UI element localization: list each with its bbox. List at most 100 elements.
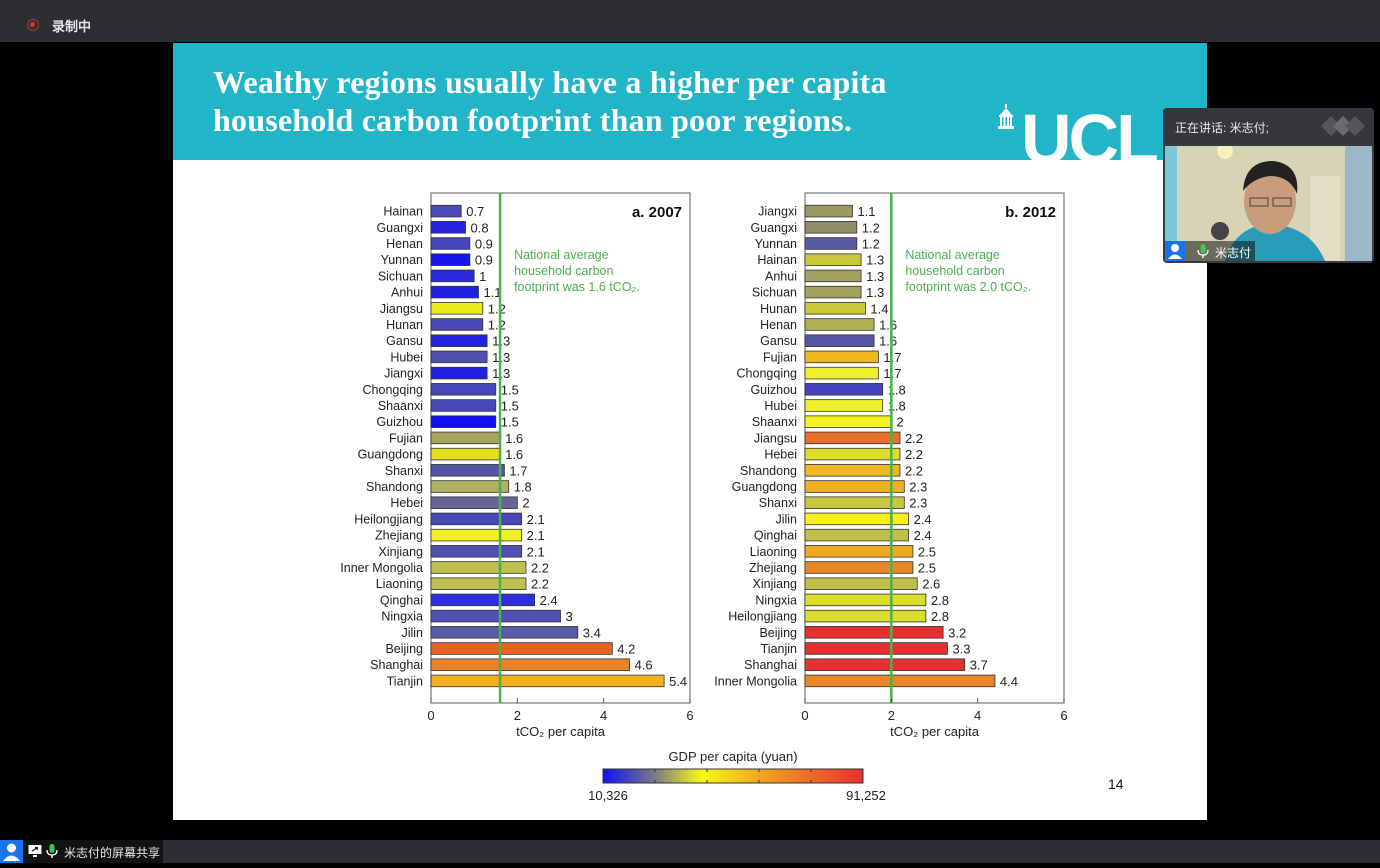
recording-label: 录制中 [52, 19, 92, 34]
bar [430, 609, 561, 623]
x-axis-label: tCO₂ per capita [890, 724, 980, 739]
participant-name: 米志付 [1215, 246, 1252, 260]
data-label: 1.8 [514, 480, 532, 495]
category-label: Shanxi [385, 464, 423, 478]
data-label: 1.5 [501, 415, 519, 430]
data-label: 2.5 [918, 544, 936, 559]
data-label: 2.2 [531, 577, 549, 592]
x-tick-label: 0 [801, 708, 808, 723]
data-label: 4.2 [617, 642, 635, 657]
bar [804, 221, 858, 234]
bar [430, 642, 613, 655]
chart-title: b. 2012 [1005, 204, 1056, 221]
slide-title-line2: household carbon footprint than poor reg… [213, 102, 853, 138]
x-tick-label: 0 [427, 708, 434, 723]
x-tick-label: 6 [1060, 708, 1067, 723]
data-label: 0.8 [471, 220, 489, 235]
category-label: Guangdong [732, 480, 797, 494]
data-label: 5.4 [669, 674, 687, 689]
data-label: 2.5 [918, 561, 936, 576]
category-label: Xinjiang [753, 577, 798, 591]
bar [430, 221, 466, 234]
data-label: 2 [522, 496, 529, 511]
category-label: Fujian [389, 431, 423, 445]
category-label: Fujian [763, 350, 797, 364]
category-label: Hunan [386, 318, 423, 332]
category-label: Heilongjiang [354, 512, 423, 526]
bar [804, 366, 879, 380]
speaking-indicator: 正在讲话: 米志付; [1175, 121, 1270, 135]
data-label: 2.2 [905, 463, 923, 478]
chart-title: a. 2007 [632, 204, 682, 221]
data-label: 2.4 [914, 528, 932, 543]
bar [430, 253, 471, 266]
category-label: Qinghai [380, 593, 423, 607]
bar [804, 464, 901, 477]
data-label: 3.7 [970, 658, 988, 673]
bar [804, 204, 853, 218]
bar [430, 269, 475, 283]
bar [430, 415, 497, 428]
data-label: 2.1 [527, 512, 545, 527]
data-label: 0.9 [475, 237, 493, 252]
bar [430, 480, 510, 493]
data-label: 2.6 [922, 577, 940, 592]
category-label: Shaanxi [752, 415, 797, 429]
bar [804, 577, 918, 590]
category-label: Anhui [391, 286, 423, 300]
bar [804, 447, 901, 461]
category-label: Hebei [764, 448, 797, 462]
category-label: Hubei [390, 350, 423, 364]
mic-icon [1197, 244, 1209, 261]
category-label: Tianjin [387, 674, 423, 688]
category-label: Heilongjiang [728, 610, 797, 624]
x-tick-label: 2 [888, 708, 895, 723]
category-label: Tianjin [761, 642, 797, 656]
bar [430, 658, 630, 671]
slide-header: Wealthy regions usually have a higher pe… [173, 43, 1207, 163]
category-label: Sichuan [378, 269, 423, 283]
chart-2007: a. 2007 Hainan 0.7 Guangxi 0.8 Henan 0.9 Yunnan… [340, 192, 694, 739]
video-header: 正在讲话: 米志付; [1163, 108, 1374, 144]
portico-icon [998, 104, 1014, 129]
average-annotation: footprint was 1.6 tCO₂. [514, 280, 640, 294]
data-label: 1.7 [509, 463, 527, 478]
category-label: Inner Mongolia [714, 674, 797, 688]
category-label: Jilin [401, 626, 423, 640]
data-label: 1.6 [505, 447, 523, 462]
bar [804, 528, 909, 542]
screen-share-tab[interactable]: 米志付的屏幕共享 [0, 840, 163, 863]
category-label: Hebei [390, 496, 423, 510]
category-label: Yunnan [755, 237, 797, 251]
bar [430, 237, 471, 250]
category-label: Inner Mongolia [340, 561, 423, 575]
bar [430, 561, 527, 574]
data-label: 2.1 [527, 528, 545, 543]
data-label: 2.2 [905, 431, 923, 446]
category-label: Liaoning [376, 577, 423, 591]
bar [430, 318, 484, 331]
speaker-video-panel[interactable]: 正在讲话: 米志付; 米志付 [1163, 108, 1374, 263]
data-label: 1.4 [870, 301, 888, 316]
bar [804, 512, 909, 526]
bar [804, 561, 914, 574]
category-label: Beijing [385, 642, 423, 656]
bar [804, 658, 966, 671]
bar [430, 528, 523, 542]
bar [804, 609, 927, 623]
bar [804, 269, 862, 283]
data-label: 1.2 [862, 237, 880, 252]
category-label: Shaanxi [378, 399, 423, 413]
data-label: 1.6 [879, 334, 897, 349]
category-label: Jiangsu [754, 431, 797, 445]
data-label: 4.6 [635, 658, 653, 673]
category-label: Zhejiang [375, 529, 423, 543]
data-label: 1.5 [501, 382, 519, 397]
app-logo-icon [1321, 116, 1365, 136]
bar [804, 496, 905, 509]
data-label: 2.8 [931, 609, 949, 624]
average-annotation: National average [905, 248, 1000, 262]
recording-icon [27, 19, 39, 31]
data-label: 2.2 [905, 447, 923, 462]
category-label: Henan [386, 237, 423, 251]
